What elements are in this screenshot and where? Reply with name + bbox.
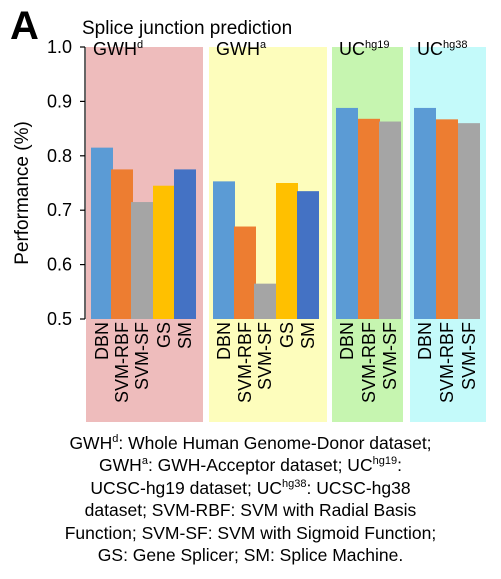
caption-text: GS: Gene Splicer; SM: Splice Machine. xyxy=(97,545,404,566)
caption-text: GWH xyxy=(99,455,142,476)
y-tick-label: 1.0 xyxy=(47,37,72,57)
bar xyxy=(436,119,458,320)
bar xyxy=(111,169,133,319)
bar xyxy=(234,226,256,319)
bar xyxy=(297,191,319,319)
group-label: UChg19 xyxy=(339,39,389,59)
bar xyxy=(91,147,113,319)
category-label: SVM-RBF xyxy=(112,322,132,403)
bar xyxy=(379,121,401,319)
category-label: DBN xyxy=(214,322,234,360)
category-label: GS xyxy=(154,322,174,348)
y-tick-label: 0.5 xyxy=(47,309,72,329)
category-label: DBN xyxy=(415,322,435,360)
caption-line: GWHa: GWH-Acceptor dataset; UChg19: xyxy=(0,454,501,476)
caption-text: UCSC-hg19 dataset; UC xyxy=(90,477,283,498)
category-label: DBN xyxy=(92,322,112,360)
category-label: SM xyxy=(298,322,318,349)
y-tick-label: 0.6 xyxy=(47,255,72,275)
caption-text: GWH xyxy=(69,433,113,453)
chart-title: Splice junction prediction xyxy=(82,18,293,39)
category-label: SVM-RBF xyxy=(235,322,255,403)
category-label: SVM-RBF xyxy=(437,322,457,403)
y-tick-label: 0.7 xyxy=(47,200,72,220)
y-axis-label: Performance (%) xyxy=(12,121,33,265)
caption-text: : UCSC-hg38 xyxy=(306,477,411,498)
bar xyxy=(153,185,175,319)
y-tick-label: 0.8 xyxy=(47,146,72,166)
caption-text: : Whole Human Genome-Donor dataset; xyxy=(118,433,432,453)
bar xyxy=(131,202,153,319)
caption-line: dataset; SVM-RBF: SVM with Radial Basis xyxy=(0,499,501,521)
group-label: GWHa xyxy=(216,39,267,59)
caption-text: : xyxy=(397,455,402,476)
category-label: SVM-SF xyxy=(132,322,152,390)
group-label: GWHd xyxy=(93,39,143,59)
category-label: SVM-SF xyxy=(380,322,400,390)
bar xyxy=(414,107,436,319)
group-label: UChg38 xyxy=(417,39,467,59)
caption-line: UCSC-hg19 dataset; UChg38: UCSC-hg38 xyxy=(0,477,501,499)
figure-caption: GWHd: Whole Human Genome-Donor dataset; G… xyxy=(0,432,501,566)
caption-text: dataset; SVM-RBF: SVM with Radial Basis xyxy=(84,500,417,521)
category-label: SVM-RBF xyxy=(359,322,379,403)
y-tick-label: 0.9 xyxy=(47,91,72,111)
bar xyxy=(213,181,235,319)
caption-superscript: hg38 xyxy=(282,477,307,490)
caption-line: GS: Gene Splicer; SM: Splice Machine. xyxy=(0,544,501,566)
caption-line: GWHd: Whole Human Genome-Donor dataset; xyxy=(0,432,501,454)
caption-line: Function; SVM-SF: SVM with Sigmoid Funct… xyxy=(0,522,501,544)
caption-superscript: d xyxy=(112,433,119,446)
caption-text: Function; SVM-SF: SVM with Sigmoid Funct… xyxy=(64,522,437,543)
category-label: SVM-SF xyxy=(459,322,479,390)
bar xyxy=(458,123,480,319)
caption-superscript: a xyxy=(141,455,148,468)
panel-letter: A xyxy=(10,4,39,48)
category-label: DBN xyxy=(337,322,357,360)
bar xyxy=(276,183,298,319)
bar xyxy=(358,118,380,319)
category-label: SVM-SF xyxy=(255,322,275,390)
category-label: SM xyxy=(175,322,195,349)
category-label: GS xyxy=(277,322,297,348)
bar xyxy=(336,107,358,319)
caption-superscript: hg19 xyxy=(372,455,398,468)
bar xyxy=(174,169,196,319)
caption-text: : GWH-Acceptor dataset; UC xyxy=(147,455,373,476)
bar xyxy=(254,283,276,319)
